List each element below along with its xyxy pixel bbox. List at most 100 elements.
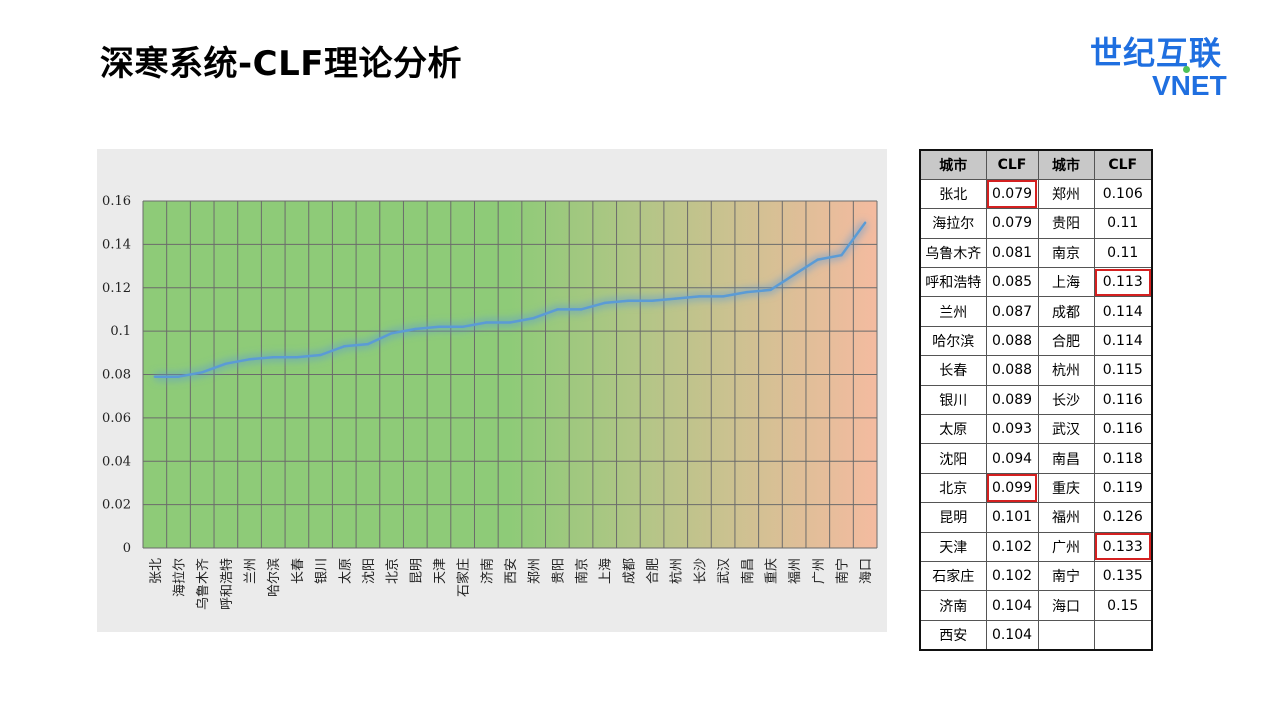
city-cell: 呼和浩特 [919,267,987,298]
x-category-label: 长沙 [693,558,708,584]
data-point [414,327,417,331]
x-category-label: 石家庄 [456,558,472,597]
city-cell: 福州 [1037,502,1095,533]
x-category-label: 成都 [622,558,637,584]
clf-cell: 0.079 [985,208,1039,239]
x-category-label: 呼和浩特 [220,558,235,610]
clf-cell: 0.081 [985,237,1039,269]
x-category-label: 乌鲁木齐 [195,558,211,610]
clf-cell: 0.114 [1093,296,1153,327]
clf-cell: 0.118 [1093,443,1153,474]
clf-cell: 0.133 [1093,531,1153,562]
data-point [319,353,322,357]
data-point [556,308,559,311]
data-point [437,325,441,328]
table-row: 海拉尔 0.079 贵阳 0.11 [919,208,1153,239]
table-row: 北京 0.099 重庆 0.119 [919,472,1153,504]
chart-svg: 0 0.02 0.04 0.06 0.08 0.1 0.12 0.14 0.16 张北 海拉尔 乌鲁… [102,194,878,610]
data-point [792,273,796,276]
x-category-label: 济南 [479,558,495,584]
table-row: 呼和浩特 0.085 上海 0.113 [919,267,1153,298]
clf-cell: 0.088 [985,355,1039,386]
data-point [863,221,867,224]
x-category-label: 兰州 [244,558,259,584]
data-point [508,321,512,324]
x-category-label: 福州 [788,558,803,584]
data-point [485,321,488,324]
clf-cell: 0.106 [1093,178,1153,210]
data-point [295,355,299,359]
data-point [248,358,251,361]
data-point [650,299,654,302]
city-cell: 银川 [919,384,987,416]
clf-cell: 0.094 [985,443,1039,474]
table-row: 太原 0.093 武汉 0.116 [919,414,1153,445]
data-point [674,297,677,300]
city-cell: 海拉尔 [919,208,987,239]
header-city-1: 城市 [919,149,987,180]
clf-cell [1093,619,1153,651]
clf-cell: 0.11 [1093,237,1153,269]
x-category-label: 贵阳 [551,558,566,584]
y-tick-label: 0.04 [102,454,131,469]
data-point [769,288,772,292]
data-point [200,371,204,374]
vnet-logo: 世纪互联 VNET [1090,28,1250,101]
clf-cell: 0.085 [985,267,1039,298]
city-cell: 成都 [1037,296,1095,327]
y-tick-label: 0.02 [102,498,131,513]
x-category-label: 长春 [291,558,306,584]
clf-cell: 0.114 [1093,325,1153,357]
city-cell: 昆明 [919,502,987,533]
clf-cell: 0.088 [985,325,1039,357]
data-point [461,325,464,328]
data-point [816,258,820,261]
table-row: 沈阳 0.094 南昌 0.118 [919,443,1153,474]
table-row: 兰州 0.087 成都 0.114 [919,296,1153,327]
clf-cell: 0.101 [985,502,1039,533]
data-point [627,299,630,302]
table-row: 张北 0.079 郑州 0.106 [919,178,1153,210]
data-point [272,355,275,359]
table-row: 乌鲁木齐 0.081 南京 0.11 [919,237,1153,269]
logo-cn-text: 世纪互联 [1090,34,1223,72]
x-category-label: 上海 [599,558,614,584]
city-cell: 济南 [919,590,987,621]
table-row: 长春 0.088 杭州 0.115 [919,355,1153,386]
city-cell: 长沙 [1037,384,1095,416]
city-cell: 沈阳 [919,443,987,474]
data-point [603,301,606,305]
y-tick-label: 0.06 [102,411,131,426]
city-cell: 兰州 [919,296,987,327]
city-cell: 北京 [919,472,987,504]
x-category-label: 西安 [504,558,519,584]
clf-line-chart: 0 0.02 0.04 0.06 0.08 0.1 0.12 0.14 0.16 张北 海拉尔 乌鲁… [97,149,887,632]
city-cell: 哈尔滨 [919,325,987,357]
data-point [177,375,180,378]
header-clf-1: CLF [985,149,1039,180]
city-cell: 郑州 [1037,178,1095,210]
city-cell: 海口 [1037,590,1095,621]
x-category-label: 银川 [315,558,330,584]
clf-cell: 0.104 [985,619,1039,651]
city-cell: 西安 [919,619,987,651]
clf-cell: 0.116 [1093,414,1153,445]
x-category-label: 武汉 [717,558,732,584]
city-cell: 石家庄 [919,560,987,592]
city-cell: 南京 [1037,237,1095,269]
clf-cell: 0.102 [985,531,1039,562]
data-point [366,342,370,346]
x-category-label: 杭州 [670,558,685,584]
page-title: 深寒系统-CLF理论分析 [100,44,462,84]
clf-cell: 0.099 [985,472,1039,504]
table-header-row: 城市 CLF 城市 CLF [919,149,1153,180]
city-cell: 南昌 [1037,443,1095,474]
clf-cell: 0.102 [985,560,1039,592]
city-cell: 武汉 [1037,414,1095,445]
x-category-label: 郑州 [528,558,543,584]
city-cell [1037,619,1095,651]
x-category-label: 南昌 [740,558,756,584]
clf-cell: 0.079 [985,178,1039,210]
table-row: 西安 0.104 [919,619,1153,651]
city-cell: 上海 [1037,267,1095,298]
